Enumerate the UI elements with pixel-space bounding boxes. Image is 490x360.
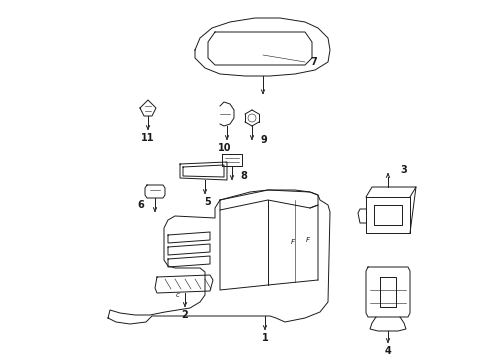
Text: c: c [176, 292, 180, 298]
Text: 10: 10 [218, 143, 232, 153]
Text: 9: 9 [261, 135, 268, 145]
Text: 11: 11 [141, 133, 155, 143]
Text: 1: 1 [262, 333, 269, 343]
Text: 2: 2 [182, 310, 188, 320]
Text: 8: 8 [241, 171, 247, 181]
Text: 6: 6 [138, 200, 145, 210]
Text: 7: 7 [310, 57, 317, 67]
Text: 5: 5 [205, 197, 211, 207]
Text: F: F [306, 237, 310, 243]
Text: 4: 4 [385, 346, 392, 356]
Text: 3: 3 [401, 165, 407, 175]
Text: F: F [291, 239, 295, 245]
